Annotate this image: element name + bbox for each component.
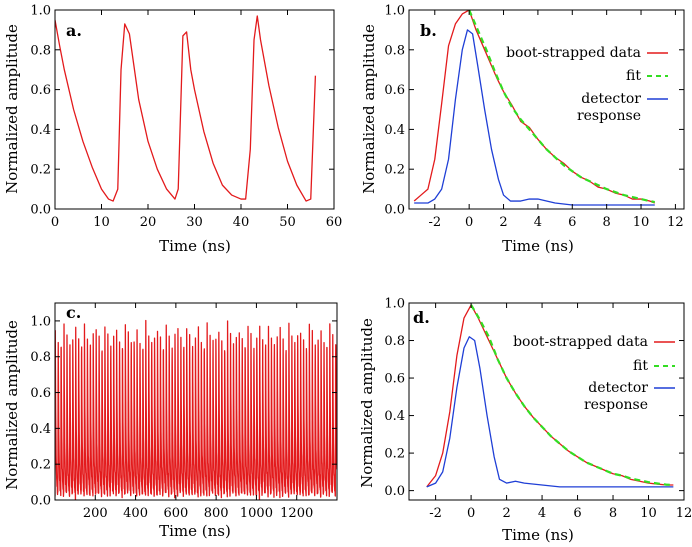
- panel-d-xtick-label: 2: [502, 506, 510, 521]
- panel-b-xtick-label: 0: [465, 215, 473, 230]
- panel-d-legend-detector-label-1: detector: [588, 380, 648, 396]
- panel-a-xtick-label: 30: [186, 215, 203, 230]
- panel-a-xtick-label: 20: [140, 215, 157, 230]
- panel-d-xlabel: Time (ns): [502, 526, 574, 544]
- panel-a-chart: Normalized amplitude Time (ns) a. 0 10 20 3…: [3, 4, 342, 256]
- panel-b-xtick-label: 4: [534, 215, 542, 230]
- panel-c-xtick-label: 200: [83, 506, 108, 521]
- panel-d-chart: Normalized amplitude Time (ns) d. boot-s…: [358, 297, 692, 545]
- panel-d-xtick-label: 4: [538, 506, 546, 521]
- panel-b-xtick-label: 6: [568, 215, 576, 230]
- panel-d-series-group: [426, 304, 674, 488]
- panel-d-legend-data-label: boot-strapped data: [513, 334, 648, 350]
- panel-a-xlabel: Time (ns): [159, 237, 231, 255]
- panel-d-xtick-label: 0: [467, 506, 475, 521]
- panel-d-xtick-label: 6: [573, 506, 581, 521]
- panel-d-ytick-label: 1.0: [384, 297, 405, 312]
- panel-a-xtick-label: 0: [51, 215, 59, 230]
- panel-b-series-fit: [468, 10, 655, 204]
- panel-b-ytick-label: 0.4: [384, 123, 405, 138]
- panel-b-xtick-label: 12: [667, 215, 684, 230]
- panel-c-series-group: [55, 319, 337, 500]
- panel-d-frame: [408, 302, 685, 501]
- panel-d-ytick-label: 0.6: [384, 372, 405, 387]
- panel-d-ylabel: Normalized amplitude: [358, 318, 376, 488]
- panel-a-ytick-label: 1.0: [30, 4, 51, 19]
- panel-a-xtick-label: 40: [233, 215, 250, 230]
- panel-d-legend: boot-strapped data fit detector response: [513, 334, 675, 413]
- panel-a-ytick-label: 0.8: [30, 43, 51, 58]
- panel-b-legend-detector-label-1: detector: [581, 91, 641, 107]
- panel-b-xtick-label: 2: [499, 215, 507, 230]
- panel-b-xlabel: Time (ns): [502, 237, 574, 255]
- panel-c-ylabel: Normalized amplitude: [3, 320, 21, 490]
- panel-c-ytick-label: 1.0: [30, 314, 51, 329]
- panel-b-ytick-label: 0.2: [384, 163, 405, 178]
- panel-b-xtick-label: -2: [428, 215, 441, 230]
- panel-d-ytick-label: 0.4: [384, 409, 405, 424]
- panel-a-ytick-label: 0.6: [30, 83, 51, 98]
- panel-b-legend-data-label: boot-strapped data: [506, 45, 641, 61]
- panel-b-series-detector-response: [414, 29, 655, 206]
- panel-d-series-fit: [470, 304, 674, 487]
- panel-c-ytick-label: 0.8: [30, 350, 51, 365]
- panel-b-xtick-label: 10: [633, 215, 650, 230]
- panel-c-label: c.: [66, 303, 81, 322]
- panel-a-xtick-label: 60: [326, 215, 343, 230]
- panel-c-series-line: [55, 319, 337, 500]
- panel-d-ytick-label: 0.2: [384, 447, 405, 462]
- panel-b-ytick-label: 1.0: [384, 4, 405, 19]
- panel-b-ylabel: Normalized amplitude: [360, 24, 378, 194]
- panel-c-xtick-label: 800: [204, 506, 229, 521]
- panel-b-chart: Normalized amplitude Time (ns) b. boot-s…: [360, 4, 685, 255]
- panel-a-ylabel: Normalized amplitude: [3, 24, 21, 194]
- panel-c-ytick-label: 0.6: [30, 386, 51, 401]
- panel-c-xtick-label: 1200: [280, 506, 313, 521]
- panel-a-series-group: [55, 15, 317, 202]
- panel-b-frame: [408, 9, 685, 210]
- panel-c-chart: Normalized amplitude Time (ns) c. 200 400…: [3, 302, 338, 540]
- panel-a-xtick-label: 50: [279, 215, 296, 230]
- panel-b-xtick-label: 8: [603, 215, 611, 230]
- panel-c-xtick-label: 600: [163, 506, 188, 521]
- panel-b-ytick-label: 0.6: [384, 83, 405, 98]
- panel-c-xtick-label: 1000: [240, 506, 273, 521]
- panel-d-series-detector-response: [426, 336, 674, 488]
- panel-b-ytick-label: 0.8: [384, 43, 405, 58]
- panel-b-ytick-label: 0.0: [384, 203, 405, 218]
- panel-c-ytick-label: 0.2: [30, 458, 51, 473]
- panel-b-legend: boot-strapped data fit detector response: [506, 45, 668, 124]
- panel-a-ytick-label: 0.2: [30, 163, 51, 178]
- panel-d-xtick-label: 12: [676, 506, 692, 521]
- panel-b-label: b.: [420, 21, 437, 40]
- panel-d-xtick-label: 10: [640, 506, 657, 521]
- panel-b-legend-fit-label: fit: [626, 68, 641, 84]
- panel-d-legend-detector-label-2: response: [584, 397, 648, 413]
- panel-a-series-line: [55, 15, 317, 202]
- panel-d-label: d.: [413, 308, 430, 327]
- panel-d-xtick-label: 8: [609, 506, 617, 521]
- panel-b-legend-detector-label-2: response: [577, 108, 641, 124]
- panel-a-ytick-label: 0.0: [30, 203, 51, 218]
- panel-a-xtick-label: 10: [93, 215, 110, 230]
- panel-c-xtick-label: 400: [123, 506, 148, 521]
- panel-b-series-group: [413, 10, 656, 206]
- panel-c-ytick-label: 0.0: [30, 494, 51, 509]
- panel-a-label: a.: [66, 21, 82, 40]
- panel-d-ytick-label: 0.8: [384, 334, 405, 349]
- panel-c-frame: [54, 302, 338, 501]
- panel-d-ytick-label: 0.0: [384, 484, 405, 499]
- panel-c-ytick-label: 0.4: [30, 422, 51, 437]
- panel-c-xlabel: Time (ns): [159, 522, 231, 540]
- panel-a-ytick-label: 0.4: [30, 123, 51, 138]
- panel-d-xtick-label: -2: [429, 506, 442, 521]
- panel-d-legend-fit-label: fit: [633, 358, 648, 374]
